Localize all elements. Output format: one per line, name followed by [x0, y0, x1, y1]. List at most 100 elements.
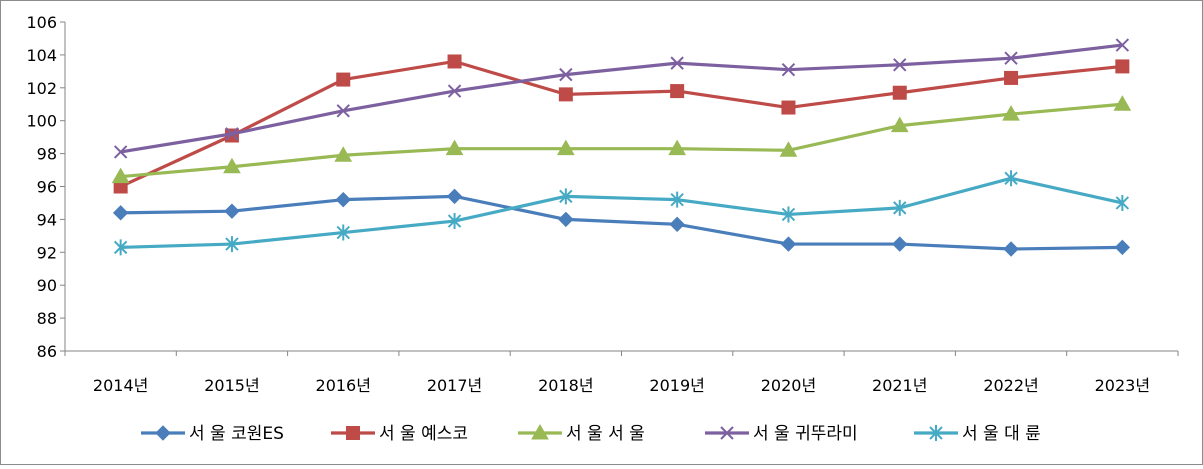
series-2 — [113, 54, 1130, 194]
data-point — [1115, 194, 1130, 211]
series-lines — [111, 38, 1132, 257]
data-point — [779, 141, 798, 157]
legend-item: 서 울 대 륜 — [914, 424, 1041, 444]
series-5 — [113, 170, 1130, 256]
data-point — [669, 216, 685, 233]
data-point — [1002, 105, 1020, 121]
data-point — [1004, 170, 1018, 187]
series-line — [119, 59, 1123, 188]
data-point — [111, 167, 130, 184]
y-tick-label: 92 — [37, 243, 57, 262]
y-tick-label: 94 — [37, 210, 57, 229]
data-point — [780, 236, 797, 252]
legend-item: 서 울 서 울 — [518, 423, 645, 444]
legend-marker — [929, 425, 943, 441]
data-point — [113, 145, 128, 159]
data-point — [781, 206, 796, 223]
data-point — [1004, 51, 1018, 65]
data-point — [670, 84, 685, 99]
legend-label: 서 울 서 울 — [566, 424, 645, 444]
y-tick-label: 86 — [37, 342, 57, 361]
x-tick-label: 2023년 — [1095, 376, 1150, 395]
data-point — [559, 188, 573, 205]
data-point — [336, 72, 351, 87]
data-point — [558, 87, 573, 102]
data-point — [445, 139, 464, 156]
data-point — [559, 67, 573, 82]
x-tick-label: 2018년 — [538, 376, 593, 395]
y-tick-label: 104 — [26, 46, 57, 65]
data-point — [893, 199, 907, 216]
x-tick-label: 2014년 — [93, 376, 148, 395]
data-point — [225, 127, 239, 141]
legend-marker — [155, 425, 171, 441]
data-point — [556, 139, 575, 156]
data-point — [447, 213, 462, 230]
data-point — [113, 239, 128, 256]
data-point — [781, 100, 796, 115]
x-tick-label: 2021년 — [872, 376, 927, 395]
data-point — [447, 84, 462, 98]
x-tick-label: 2022년 — [983, 376, 1038, 395]
x-tick-label: 2017년 — [427, 376, 482, 395]
y-tick-label: 98 — [37, 145, 57, 164]
data-point — [893, 58, 907, 72]
series-line — [120, 194, 1123, 251]
data-point — [668, 139, 687, 156]
x-tick-label: 2019년 — [649, 376, 704, 395]
legend-label: 서 울 코원ES — [189, 424, 284, 444]
y-tick-label: 96 — [37, 178, 57, 197]
legend-label: 서 울 대 륜 — [962, 424, 1041, 444]
y-tick-label: 102 — [26, 79, 57, 98]
series-line — [120, 102, 1123, 179]
y-tick-label: 100 — [26, 112, 57, 131]
series-line — [120, 176, 1123, 249]
data-point — [336, 224, 350, 241]
data-point — [1003, 241, 1019, 257]
data-point — [1004, 70, 1019, 85]
series-line — [120, 43, 1123, 154]
data-point — [781, 62, 796, 77]
data-point — [446, 188, 463, 205]
series-4 — [113, 38, 1130, 159]
legend: 서 울 코원ES 서 울 예스코 서 울 서 울 서 울 귀뚜라미 서 울 대 륜 — [141, 423, 1041, 444]
data-point — [334, 146, 353, 162]
legend-label: 서 울 예스코 — [379, 424, 468, 444]
data-point — [670, 56, 684, 70]
data-point — [558, 211, 574, 228]
x-axis-ticks: 2014년 2015년 2016년 2017년 2018년 2019년 2020년 2021년… — [64, 351, 1179, 395]
series-3 — [111, 95, 1132, 184]
legend-label: 서 울 귀뚜라미 — [753, 424, 858, 444]
x-tick-label: 2020년 — [761, 376, 816, 395]
data-point — [447, 54, 462, 69]
data-point — [224, 203, 240, 219]
y-tick-label: 90 — [37, 276, 57, 295]
series-1 — [112, 188, 1131, 257]
data-point — [223, 157, 241, 174]
legend-marker — [531, 423, 549, 440]
legend-marker — [346, 426, 360, 440]
data-point — [225, 236, 239, 253]
data-point — [1114, 239, 1131, 256]
x-tick-label: 2015년 — [204, 376, 259, 395]
data-point — [1113, 95, 1132, 111]
y-tick-label: 106 — [26, 13, 57, 32]
data-point — [335, 191, 351, 208]
data-point — [670, 191, 684, 208]
x-tick-label: 2016년 — [316, 376, 371, 395]
data-point — [112, 205, 129, 221]
legend-item: 서 울 귀뚜라미 — [705, 424, 858, 444]
data-point — [336, 104, 350, 118]
data-point — [892, 236, 908, 252]
y-tick-label: 88 — [37, 309, 57, 328]
legend-item: 서 울 코원ES — [141, 424, 284, 444]
legend-item: 서 울 예스코 — [331, 424, 468, 444]
data-point — [1115, 38, 1130, 52]
legend-marker — [720, 426, 734, 440]
y-axis-ticks: 86 88 90 92 94 96 98 100 102 104 106 — [26, 13, 65, 361]
data-point — [890, 116, 909, 133]
data-point — [892, 85, 907, 100]
data-point — [1115, 59, 1130, 74]
